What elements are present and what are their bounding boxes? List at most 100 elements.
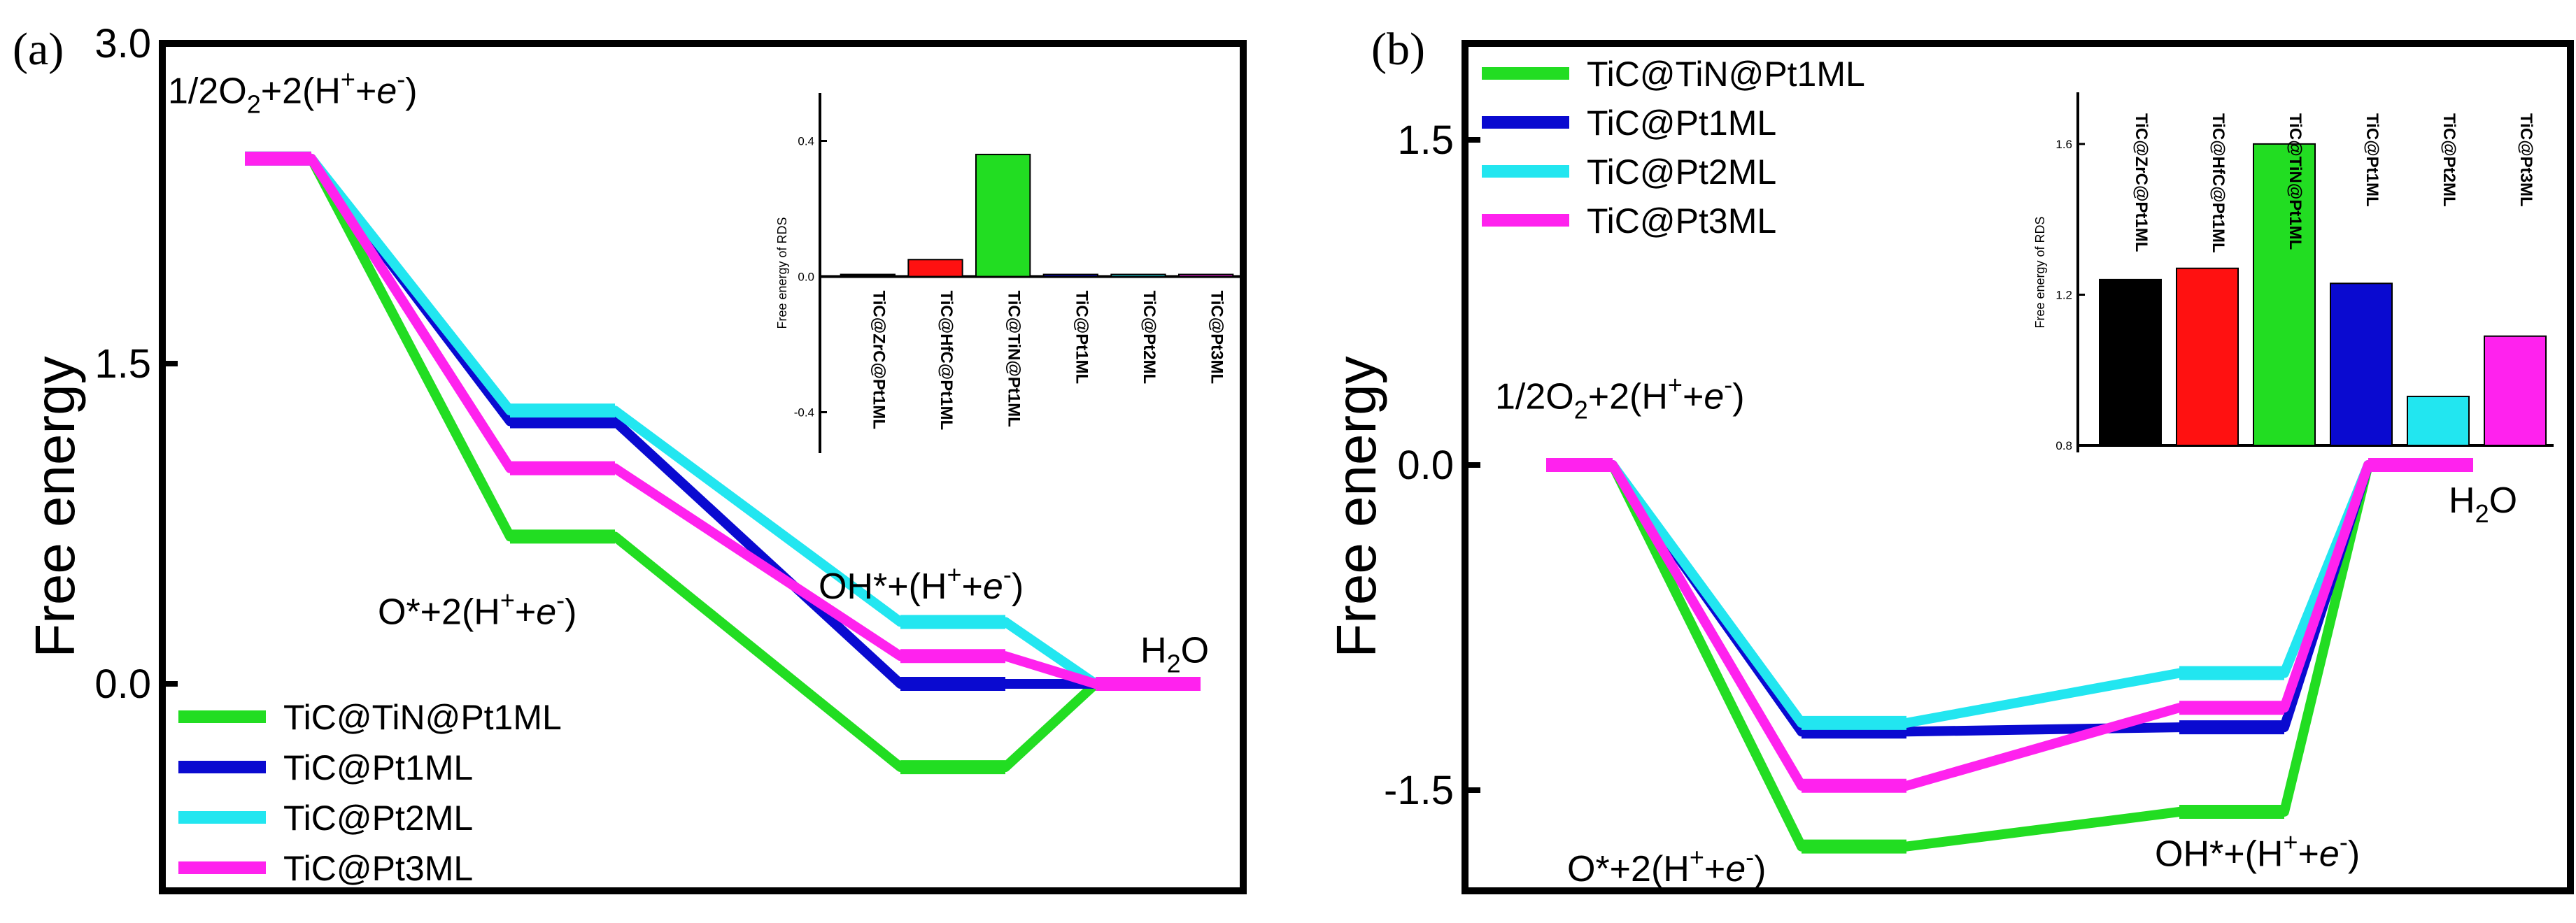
state-label-part: O*+2(H: [1567, 849, 1690, 889]
y-tick-label: 0.0: [94, 661, 151, 707]
state-label-part: OH*+(H: [819, 566, 947, 607]
inset-bar: [1178, 273, 1234, 278]
inset-category-label: TiC@Pt2ML: [1140, 291, 1159, 385]
profile-line: [245, 153, 1201, 689]
legend-label: TiC@Pt3ML: [1587, 201, 1776, 241]
y-tick-label: 1.5: [1397, 117, 1454, 163]
state-label-part: +: [1690, 843, 1704, 871]
state-label: O*+2(H+​+e-​): [378, 586, 577, 633]
inset-category-label: TiC@ZrC@Pt1ML: [2132, 113, 2151, 252]
state-label-part: O: [2489, 480, 2517, 521]
state-label-part: +: [947, 560, 961, 589]
inset-bar-chart: 0.4 0.0 -0.4 Free energy of RDS TiC@ZrC@Pt1M…: [775, 93, 1240, 453]
state-label-part: 2: [2475, 499, 2489, 528]
state-label-part: +: [962, 566, 983, 607]
inset-category-label: TiC@TiN@Pt1ML: [1005, 291, 1024, 427]
inset-bar: [2407, 395, 2470, 447]
plot-frame: [159, 40, 1247, 894]
state-label-part: 1/2O: [168, 71, 247, 111]
state-label-part: e: [1704, 376, 1724, 417]
state-label-part: +: [1668, 370, 1683, 399]
state-label-part: ): [405, 71, 417, 111]
inset-y-tick-label: 1.2: [2055, 288, 2072, 301]
state-label: 1/2O2​+2(H+​+e-​): [168, 64, 418, 118]
inset-category-label: TiC@TiN@Pt1ML: [2286, 113, 2305, 250]
inset-y-tick-label: -0.4: [794, 406, 814, 420]
inset-bar-chart: 1.6 1.2 0.8 Free energy of RDS TiC@ZrC@Pt1ML…: [2033, 92, 2554, 452]
profile-line: [1546, 460, 2473, 852]
inset-bar: [840, 273, 896, 278]
state-label-part: +: [1683, 376, 1704, 417]
y-tick-label: 3.0: [94, 21, 151, 66]
state-label-part: ): [1732, 376, 1744, 417]
state-label-part: +: [2298, 834, 2319, 875]
y-tick-label: 1.5: [94, 341, 151, 387]
inset-category-label: TiC@Pt3ML: [2517, 113, 2535, 207]
state-label: OH*+(H+​+e-​): [2155, 828, 2360, 875]
inset-bar: [975, 153, 1031, 278]
state-label: 1/2O2​+2(H+​+e-​): [1495, 370, 1745, 424]
state-label-part: -: [1003, 560, 1012, 589]
state-label-part: +: [341, 64, 355, 93]
panel-b: (b) 1.5 0.0 -1.5 Free energy 1/2O2​+2(H+​+e-​…: [1325, 24, 2574, 894]
legend-label: TiC@Pt1ML: [283, 748, 473, 787]
state-label-part: -: [2340, 828, 2348, 857]
state-label-part: +: [355, 71, 376, 111]
inset-y-tick-label: 0.0: [798, 271, 814, 284]
state-label-part: ): [1754, 849, 1766, 889]
inset-y-axis-label: Free energy of RDS: [775, 217, 789, 329]
state-label-part: -: [397, 64, 405, 93]
state-label-part: -: [556, 586, 565, 615]
state-label-part: +: [515, 592, 536, 633]
inset-category-label: TiC@ZrC@Pt1ML: [869, 291, 888, 429]
state-label-part: e: [2319, 834, 2340, 875]
state-label-part: +2(H: [261, 71, 341, 111]
state-label-part: 2: [1574, 395, 1588, 424]
inset-bar: [2484, 335, 2547, 446]
state-label-part: -: [1724, 370, 1732, 399]
inset-bar: [2330, 282, 2393, 446]
y-tick-label: 0.0: [1397, 443, 1454, 488]
inset-category-label: TiC@Pt1ML: [1072, 291, 1091, 385]
state-label-part: O: [1181, 630, 1209, 671]
state-label-part: ): [1012, 566, 1024, 607]
state-label-part: O*+2(H: [378, 592, 500, 633]
state-label: OH*+(H+​+e-​): [819, 560, 1024, 607]
inset-bar: [1042, 273, 1098, 278]
inset-y-tick-label: 0.8: [2055, 439, 2072, 452]
state-label-part: 1/2O: [1495, 376, 1574, 417]
y-tick-label: -1.5: [1384, 768, 1454, 813]
profile-line: [1546, 460, 2473, 791]
panel-label: (b): [1371, 24, 1425, 75]
state-label-part: +: [500, 586, 515, 615]
legend-label: TiC@Pt1ML: [1587, 103, 1776, 143]
inset-bar: [2176, 267, 2239, 446]
state-label-part: 2: [247, 90, 261, 118]
inset-y-tick-label: 0.4: [798, 135, 814, 148]
state-label-part: OH*+(H: [2155, 834, 2283, 875]
state-label-part: e: [1725, 849, 1746, 889]
profile-line: [245, 153, 1201, 773]
y-axis-label: Free energy: [1325, 356, 1387, 657]
legend: TiC@TiN@Pt1ML TiC@Pt1ML TiC@Pt2ML TiC@Pt3ML: [1482, 55, 1865, 241]
state-label-part: H: [1140, 630, 1167, 671]
state-label-part: ): [565, 592, 576, 633]
series-TiC@Pt3ML: [1546, 458, 2473, 793]
state-label: H2​O: [1140, 630, 1209, 678]
inset-category-label: TiC@HfC@Pt1ML: [2209, 113, 2228, 253]
inset-category-label: TiC@Pt3ML: [1208, 291, 1226, 385]
state-label-part: e: [983, 566, 1003, 607]
legend-label: TiC@Pt2ML: [283, 799, 473, 838]
state-label: H2​O: [2449, 480, 2517, 528]
legend-label: TiC@TiN@Pt1ML: [1587, 55, 1865, 94]
inset-bar: [2253, 143, 2316, 446]
inset-y-tick-label: 1.6: [2055, 138, 2072, 151]
state-label-part: +: [2283, 828, 2298, 857]
state-label-part: 2: [1167, 649, 1181, 678]
state-label-part: +2(H: [1588, 376, 1668, 417]
panel-label: (a): [13, 24, 64, 75]
inset-category-label: TiC@Pt1ML: [2363, 113, 2382, 207]
legend-label: TiC@Pt2ML: [1587, 152, 1776, 192]
